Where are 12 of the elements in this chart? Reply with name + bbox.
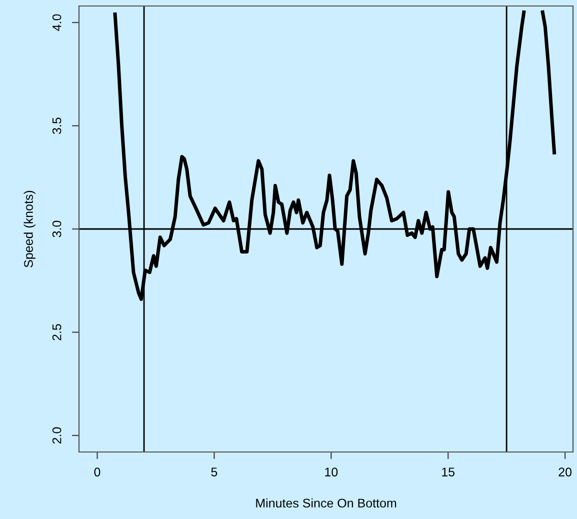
y-tick-label: 4.0 bbox=[52, 14, 62, 31]
x-tick-label: 15 bbox=[442, 468, 455, 476]
x-tick-label: 0 bbox=[94, 468, 100, 476]
x-tick-label: 20 bbox=[558, 468, 572, 476]
y-tick-label: 3.5 bbox=[52, 118, 62, 134]
y-tick-label: 2.0 bbox=[52, 427, 62, 444]
x-tick-label: 10 bbox=[325, 468, 338, 476]
x-tick-label: 5 bbox=[211, 468, 218, 476]
y-tick-label: 3.0 bbox=[52, 220, 62, 238]
y-axis-title: Speed (knots) bbox=[24, 190, 36, 268]
y-tick-label: 2.5 bbox=[52, 324, 62, 340]
x-axis-title: Minutes Since On Bottom bbox=[256, 498, 396, 508]
